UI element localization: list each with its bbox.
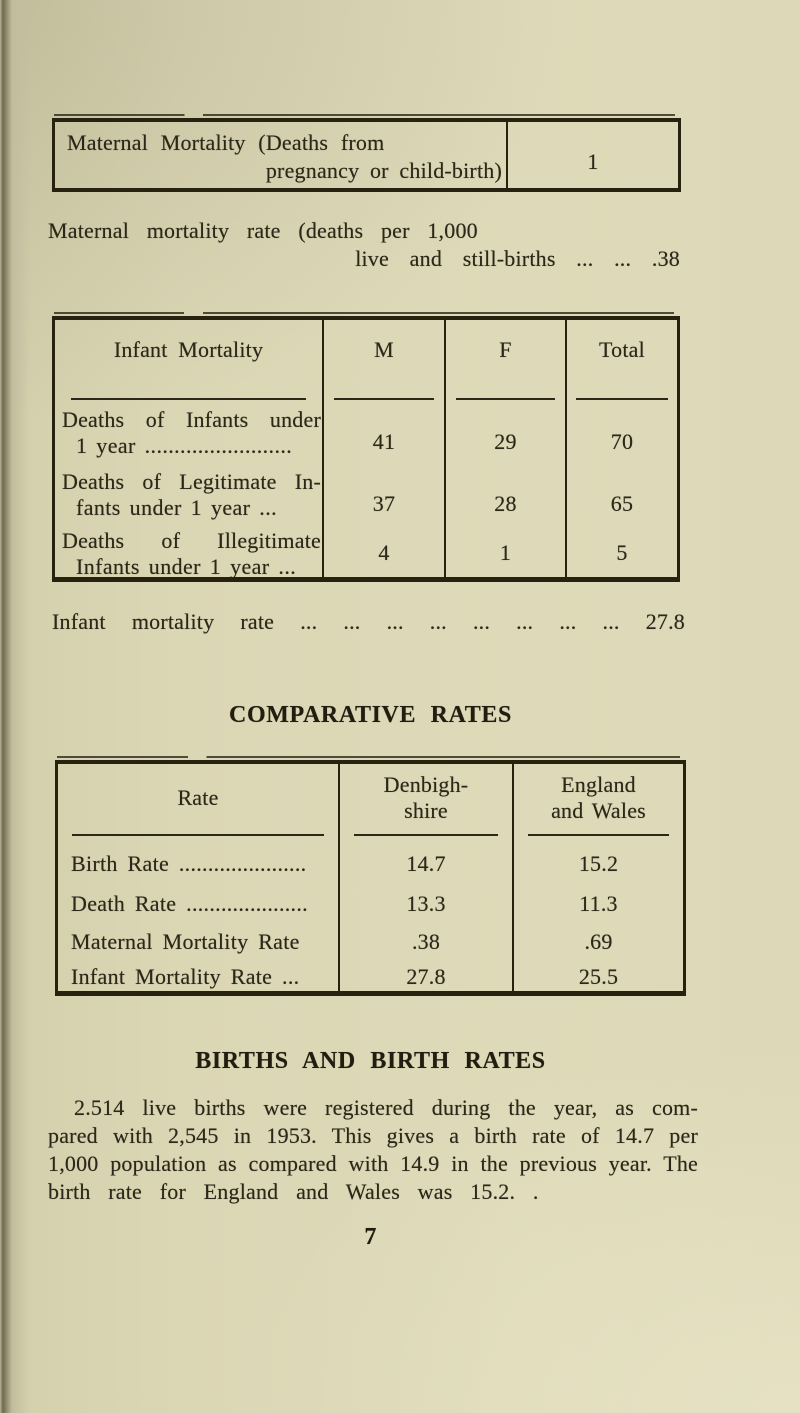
row-value-female: 29 bbox=[444, 402, 565, 464]
header-label-line1: England bbox=[561, 772, 636, 797]
comparative-header-denbighshire: Denbigh- shire bbox=[338, 764, 512, 842]
paragraph-line: 2.514 live births were registered during… bbox=[74, 1095, 698, 1120]
infant-table-header-title: Infant Mortality bbox=[55, 320, 322, 402]
comparative-header-rate: Rate bbox=[58, 764, 338, 842]
table-row-label: Infant Mortality Rate ... bbox=[71, 964, 300, 989]
table-row-label: Birth Rate ...................... bbox=[71, 850, 307, 876]
page-number: 7 bbox=[364, 1224, 377, 1250]
maternal-table-label-line1: Maternal Mortality (Deaths from bbox=[67, 130, 385, 155]
row-value-england-wales: .69 bbox=[512, 923, 683, 960]
header-label-line2: shire bbox=[404, 798, 448, 823]
paragraph-line: pared with 2,545 in 1953. This gives a b… bbox=[48, 1123, 698, 1148]
row-value-male: 37 bbox=[322, 464, 444, 526]
row-value-male: 4 bbox=[322, 526, 444, 580]
header-label-line2: and Wales bbox=[551, 798, 646, 823]
header-underline bbox=[527, 834, 670, 836]
maternal-table-label-line2: pregnancy or child-birth) bbox=[265, 158, 502, 183]
births-paragraph: 2.514 live births were registered during… bbox=[48, 1094, 698, 1206]
comparative-rates-table: Rate Denbigh- shire England and Wales Bi… bbox=[55, 756, 686, 996]
header-label: F bbox=[499, 337, 512, 362]
row-label-line2: 1 year ......................... bbox=[76, 433, 293, 458]
row-value-total: 5 bbox=[565, 526, 677, 580]
infant-mortality-table: Infant Mortality M F Total Deaths of Inf… bbox=[52, 312, 680, 582]
row-value-female: 1 bbox=[444, 526, 565, 580]
paragraph-line: birth rate for England and Wales was 15.… bbox=[48, 1179, 539, 1204]
header-underline bbox=[333, 398, 435, 400]
infant-table-header-male: M bbox=[322, 320, 444, 402]
header-label: Infant Mortality bbox=[113, 337, 264, 362]
row-value-denbighshire: 13.3 bbox=[338, 885, 512, 923]
row-label-line1: Deaths of Infants under bbox=[62, 407, 321, 432]
table-row-label: Deaths of Illegitimate Infants under 1 y… bbox=[55, 526, 322, 580]
header-underline bbox=[455, 398, 556, 400]
table-row-label: Maternal Mortality Rate bbox=[71, 928, 300, 954]
maternal-table-label: Maternal Mortality (Deaths from pregnanc… bbox=[55, 122, 506, 188]
row-value-denbighshire: 14.7 bbox=[338, 842, 512, 885]
infant-mortality-rate-text: Infant mortality rate ... ... ... ... ..… bbox=[52, 609, 685, 634]
row-label-line2: Infants under 1 year ... bbox=[76, 554, 297, 579]
table-row-label: Deaths of Infants under 1 year .........… bbox=[55, 402, 322, 464]
maternal-mortality-table: Maternal Mortality (Deaths from pregnanc… bbox=[52, 114, 681, 192]
row-label-line1: Deaths of Legitimate In- bbox=[62, 469, 321, 494]
row-label-line2: fants under 1 year ... bbox=[76, 495, 278, 520]
row-value-england-wales: 15.2 bbox=[512, 842, 683, 885]
maternal-rate-line2: live and still-births ... ... .38 bbox=[355, 246, 680, 271]
header-underline bbox=[575, 398, 669, 400]
maternal-mortality-rate-text: Maternal mortality rate (deaths per 1,00… bbox=[48, 217, 680, 273]
infant-table-header-female: F bbox=[444, 320, 565, 402]
row-label-line1: Deaths of Illegitimate bbox=[62, 528, 321, 553]
header-label: Total bbox=[599, 337, 645, 362]
header-underline bbox=[353, 834, 499, 836]
row-value-england-wales: 25.5 bbox=[512, 960, 683, 991]
paragraph-line: 1,000 population as compared with 14.9 i… bbox=[48, 1151, 698, 1176]
row-value-england-wales: 11.3 bbox=[512, 885, 683, 923]
row-value-denbighshire: .38 bbox=[338, 923, 512, 960]
table-row-label: Death Rate ..................... bbox=[71, 891, 308, 916]
header-label: Rate bbox=[177, 785, 219, 810]
header-underline bbox=[71, 398, 306, 400]
maternal-rate-line1: Maternal mortality rate (deaths per 1,00… bbox=[48, 218, 478, 243]
births-section-title: BIRTHS AND BIRTH RATES bbox=[195, 1048, 546, 1074]
row-value-female: 28 bbox=[444, 464, 565, 526]
header-underline bbox=[72, 834, 324, 836]
maternal-table-value: 1 bbox=[506, 122, 678, 188]
row-value-total: 70 bbox=[565, 402, 677, 464]
header-label-line1: Denbigh- bbox=[383, 772, 469, 797]
comparative-header-england-wales: England and Wales bbox=[512, 764, 683, 842]
table-row-label: Deaths of Legitimate In- fants under 1 y… bbox=[55, 464, 322, 526]
comparative-rates-title: COMPARATIVE RATES bbox=[229, 702, 512, 728]
row-value-total: 65 bbox=[565, 464, 677, 526]
header-label: M bbox=[374, 337, 394, 362]
row-value-denbighshire: 27.8 bbox=[338, 960, 512, 991]
row-value-male: 41 bbox=[322, 402, 444, 464]
infant-table-header-total: Total bbox=[565, 320, 677, 402]
